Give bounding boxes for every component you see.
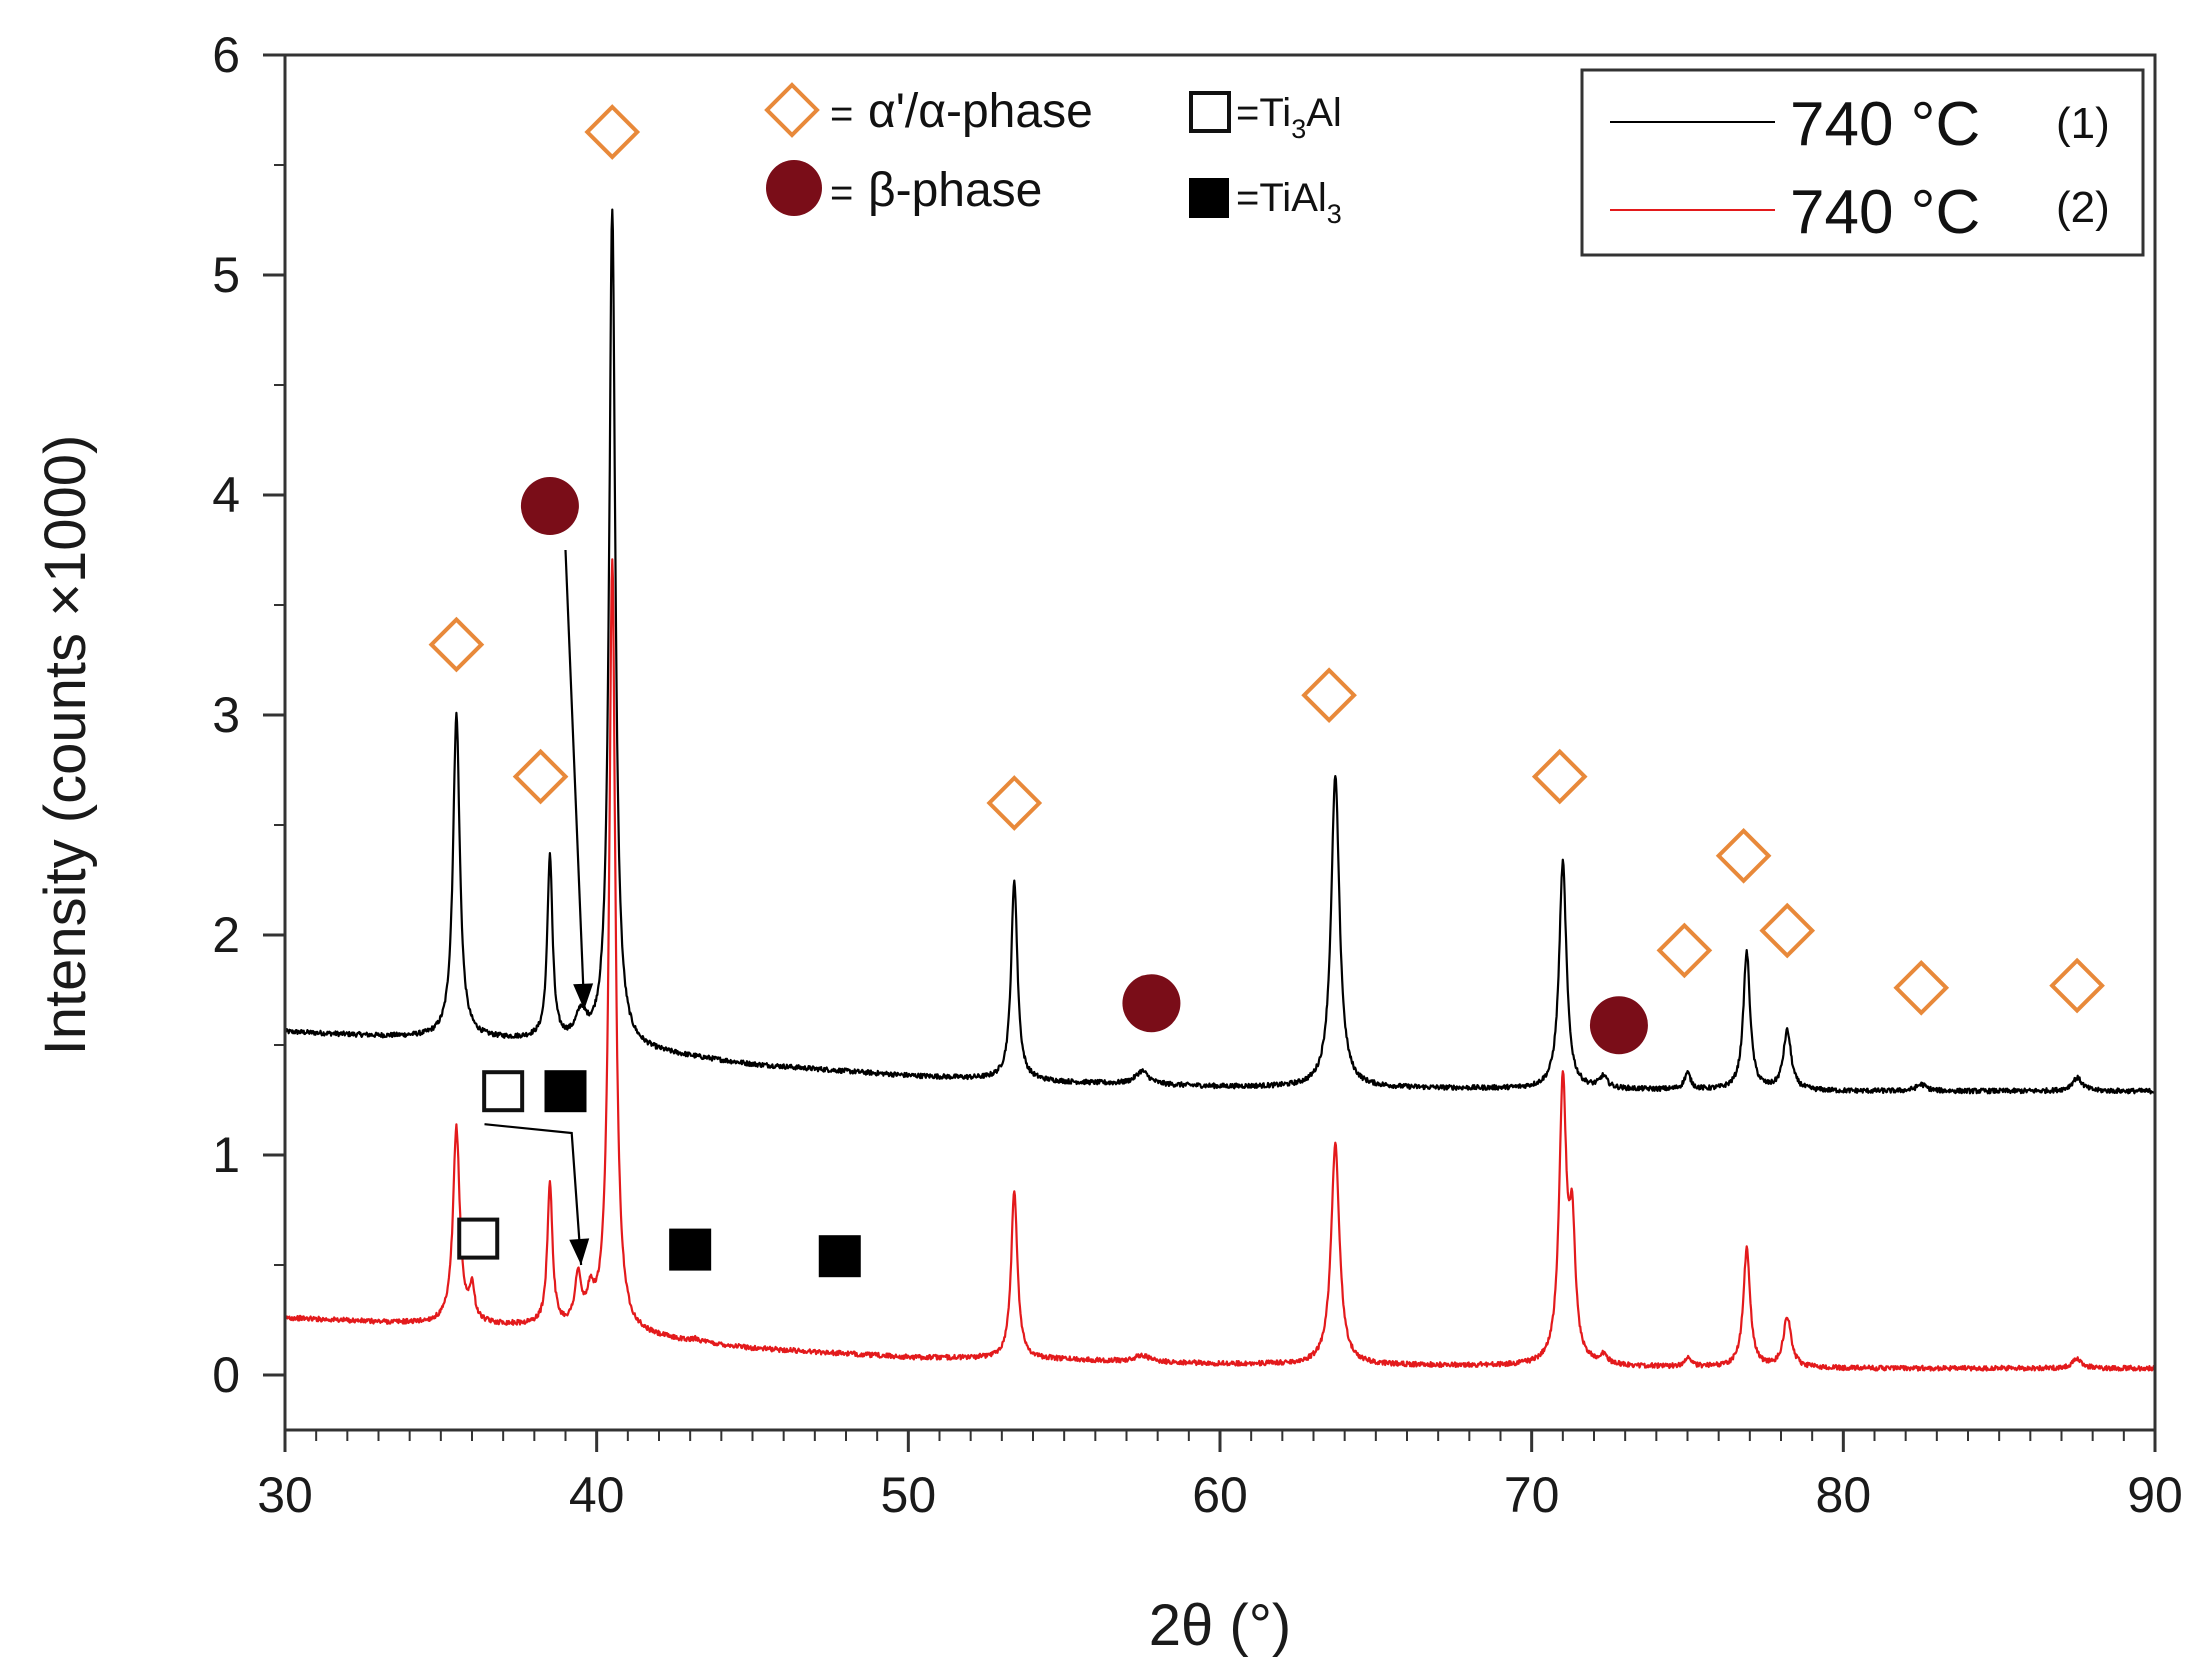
phase-legend-open-square-icon — [1189, 91, 1231, 133]
plot-frame — [283, 53, 2157, 1432]
phase-legend-circle-icon — [766, 160, 822, 216]
axes-layer: 30 40 50 60 70 80 90 0 1 2 3 4 5 6 — [212, 27, 2183, 1523]
annotation-arrow-line-2 — [484, 1123, 583, 1266]
y-tick-label: 3 — [212, 687, 240, 743]
ti3al-open-square-marker — [482, 1070, 525, 1113]
phase-legend-beta-label: β-phase — [868, 164, 1042, 217]
beta-phase-circle-marker — [1122, 974, 1181, 1033]
tial3-filled-square-marker — [818, 1235, 861, 1278]
annotation-layer — [484, 549, 594, 1266]
y-tick-label: 0 — [212, 1347, 240, 1403]
beta-phase-circle-marker — [1589, 996, 1648, 1055]
alpha-phase-diamond-marker — [2049, 957, 2105, 1014]
y-tick-label: 2 — [212, 907, 240, 963]
annotation-arrow-line-1 — [564, 549, 586, 1010]
alpha-phase-diamond-marker — [1893, 959, 1950, 1016]
series-legend-label-1: 740 °C — [1790, 90, 1980, 159]
beta-phase-circle-marker — [520, 477, 579, 535]
tial3-filled-square-marker — [544, 1070, 587, 1113]
phase-legend-alpha-prefix: = — [830, 92, 853, 136]
phase-legend-tial3-main: =TiAl — [1236, 176, 1327, 220]
alpha-phase-diamond-marker — [1759, 902, 1816, 959]
phase-legend-ti3al-sub: 3 — [1291, 114, 1306, 144]
phase-legend-tial3: =TiAl3 — [1236, 176, 1342, 229]
alpha-phase-diamond-marker — [512, 748, 569, 805]
phase-legend-ti3al: =Ti3Al — [1236, 91, 1342, 144]
series-legend-label-2: 740 °C — [1790, 178, 1980, 247]
series-legend-tag-2: (2) — [2056, 183, 2110, 232]
x-tick-label: 30 — [257, 1467, 313, 1523]
phase-legend-beta-prefix: = — [830, 171, 853, 215]
phase-legend-ti3al-suffix: Al — [1306, 91, 1342, 135]
x-tick-label: 90 — [2127, 1467, 2183, 1523]
phase-legend-filled-square-icon — [1189, 178, 1229, 218]
series-line-1 — [283, 208, 2157, 1095]
x-tick-label: 70 — [1504, 1467, 1560, 1523]
annotation-arrow-head-1 — [573, 983, 594, 1010]
alpha-phase-diamond-marker — [428, 616, 485, 673]
alpha-phase-diamond-marker — [1301, 667, 1357, 724]
ti3al-open-square-marker — [457, 1217, 500, 1260]
phase-marker-layer — [428, 104, 2105, 1278]
series-legend: 740 °C (1) 740 °C (2) — [1580, 68, 2145, 257]
y-tick-label: 6 — [212, 27, 240, 83]
alpha-phase-diamond-marker — [1656, 922, 1713, 979]
x-tick-label: 40 — [569, 1467, 625, 1523]
phase-legend-alpha-label: α'/α-phase — [868, 85, 1093, 138]
x-tick-label: 60 — [1192, 1467, 1248, 1523]
y-tick-label: 4 — [212, 467, 240, 523]
x-tick-label: 80 — [1816, 1467, 1872, 1523]
y-axis-title: Intensity (counts ×1000) — [33, 435, 98, 1056]
alpha-phase-diamond-marker — [584, 104, 641, 160]
alpha-phase-diamond-marker — [986, 775, 1043, 831]
x-tick-label: 50 — [881, 1467, 937, 1523]
series-line-2 — [284, 558, 2156, 1372]
series-layer — [283, 208, 2157, 1372]
phase-legend-tial3-sub: 3 — [1327, 199, 1342, 229]
series-legend-tag-1: (1) — [2056, 99, 2110, 148]
y-tick-label: 1 — [212, 1127, 240, 1183]
alpha-phase-diamond-marker — [1715, 827, 1772, 884]
annotation-arrow-head-2 — [569, 1238, 590, 1265]
alpha-phase-diamond-marker — [1531, 748, 1588, 805]
x-axis-title: 2θ (°) — [1149, 1593, 1291, 1658]
series-legend-box — [1580, 68, 2145, 257]
tial3-filled-square-marker — [669, 1228, 712, 1271]
phase-legend: = α'/α-phase = β-phase =Ti3Al =TiAl3 — [764, 82, 1342, 229]
phase-legend-ti3al-main: =Ti — [1236, 91, 1291, 135]
phase-legend-diamond-icon — [764, 82, 820, 138]
y-tick-label: 5 — [212, 247, 240, 303]
